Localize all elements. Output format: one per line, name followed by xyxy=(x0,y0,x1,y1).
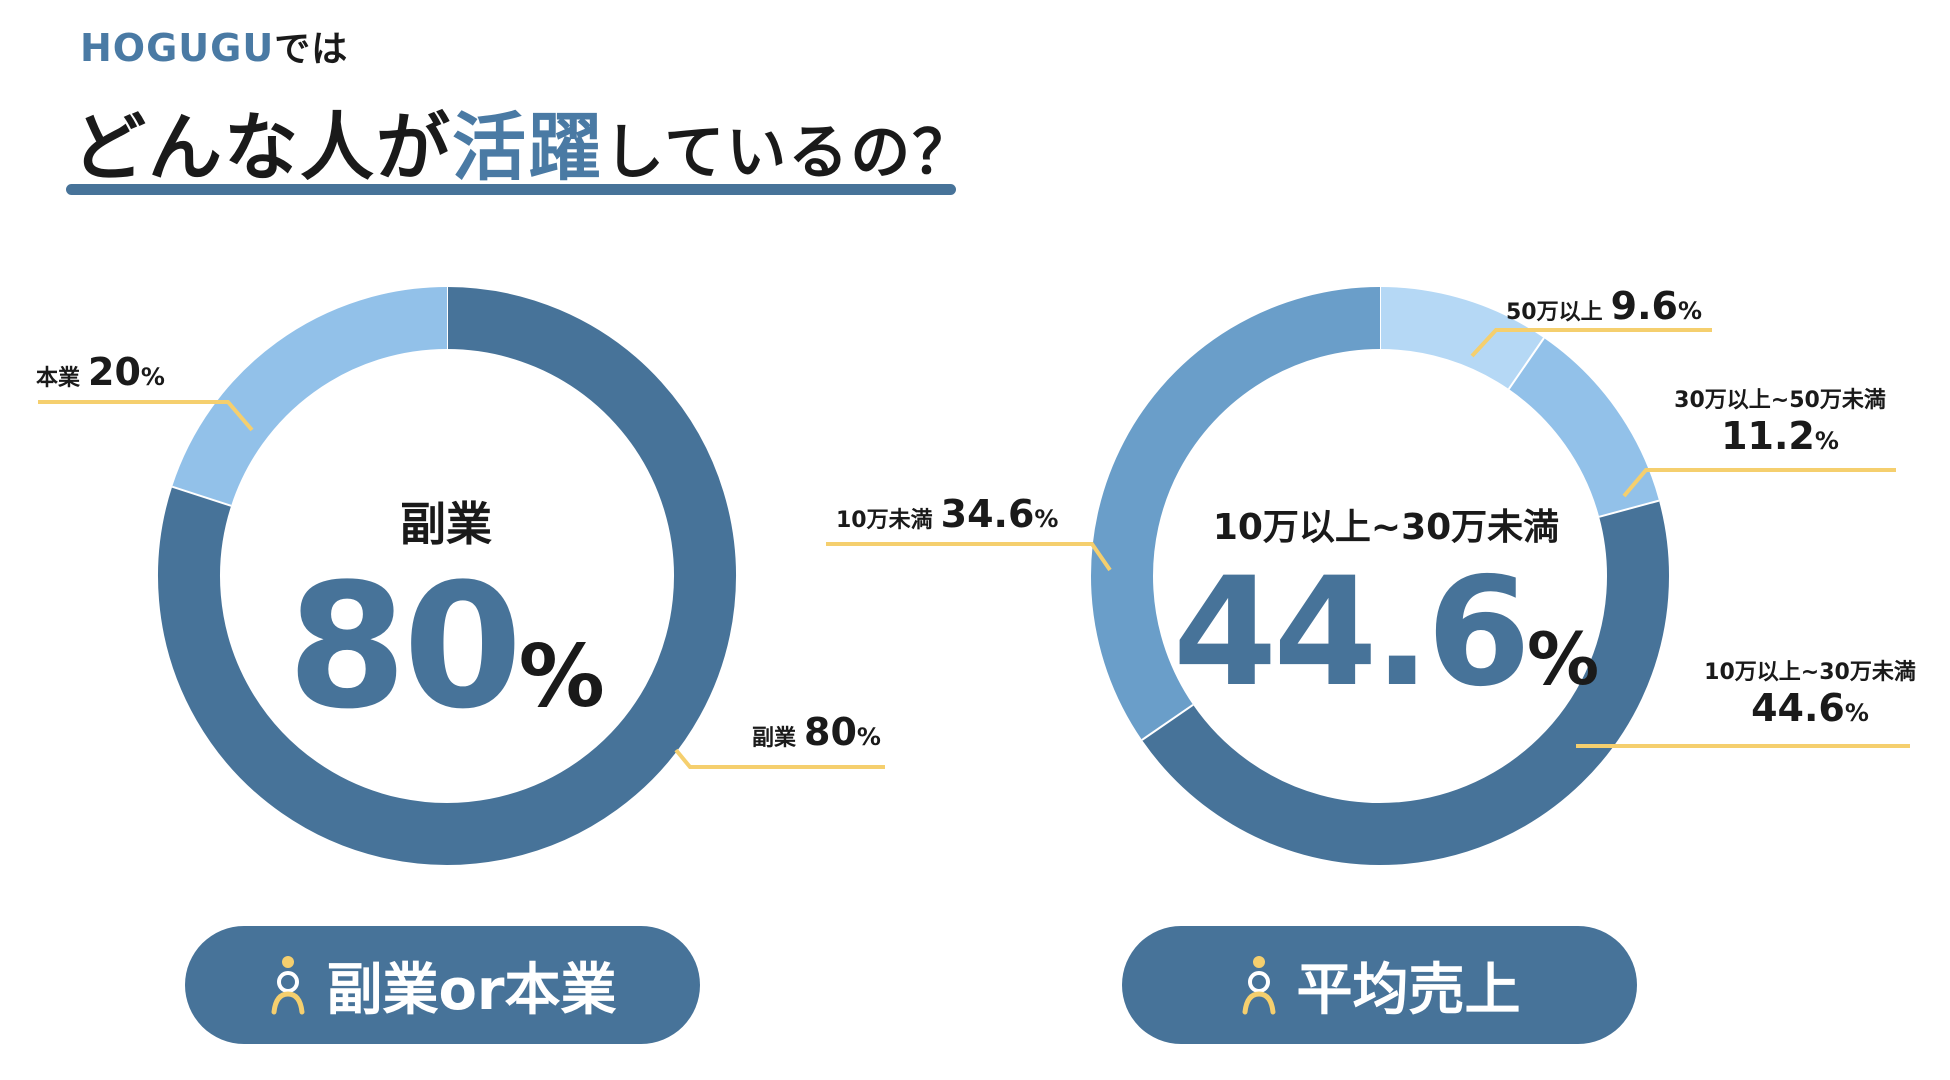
callout-value: 44.6 xyxy=(1751,686,1845,730)
leader-line xyxy=(674,748,885,769)
donut-center-side-job: 副業 80% xyxy=(246,488,646,747)
callout-name: 50万以上 xyxy=(1506,300,1603,325)
center-label: 10万以上~30万未満 xyxy=(1212,507,1560,548)
pill-label: 平均売上 xyxy=(1296,957,1521,1023)
center-unit: % xyxy=(518,627,605,727)
callout-unit: % xyxy=(140,363,165,391)
callout-honngyou: 本業 20% xyxy=(36,350,165,394)
leader-line xyxy=(826,542,1112,572)
callout-name: 30万以上~50万未満 xyxy=(1674,388,1886,413)
callout-value: 11.2 xyxy=(1721,414,1815,458)
donut-slice xyxy=(1091,287,1381,740)
chart-title-pill-side-job: 副業or本業 xyxy=(185,926,700,1044)
slice-separator xyxy=(1507,337,1545,390)
pill-label: 副業or本業 xyxy=(326,957,617,1023)
brand-name: HOGUGU xyxy=(80,26,275,70)
title-part2: しているの？ xyxy=(604,118,975,188)
slice-separator xyxy=(1141,703,1194,741)
person-icon xyxy=(271,956,305,1015)
donut-chart-average-sales xyxy=(826,287,1910,866)
callout-10man-miman: 10万未満 34.6% xyxy=(836,492,1058,536)
callout-50man-ijou: 50万以上 9.6% xyxy=(1506,284,1702,328)
leader-line xyxy=(1622,468,1896,498)
slice-separator xyxy=(171,485,232,507)
center-value: 44.6 xyxy=(1172,546,1531,720)
callout-30-50man: 30万以上~50万未満 11.2% xyxy=(1660,382,1900,458)
callout-10-30man: 10万以上~30万未満 44.6% xyxy=(1690,654,1930,730)
title-highlight: 活躍 xyxy=(452,105,604,191)
chart-title-pill-average-sales: 平均売上 xyxy=(1122,926,1637,1044)
center-value: 80 xyxy=(287,546,522,747)
person-icon xyxy=(1242,956,1275,1015)
brand-line: HOGUGUでは xyxy=(80,20,348,72)
donut-slice xyxy=(172,287,448,507)
callout-value: 80 xyxy=(804,710,857,754)
donut-center-average-sales: 10万以上~30万未満 44.6% xyxy=(1146,498,1626,720)
callout-name: 10万以上~30万未満 xyxy=(1704,660,1916,685)
callout-unit: % xyxy=(1677,297,1702,325)
callout-value: 34.6 xyxy=(940,492,1035,536)
callout-unit: % xyxy=(856,723,881,751)
donut-slice xyxy=(1142,500,1669,866)
callout-name: 副業 xyxy=(752,726,797,751)
callout-name: 本業 xyxy=(36,366,81,391)
donut-slice xyxy=(158,287,736,865)
callout-unit: % xyxy=(1844,699,1869,727)
title-part1: どんな人が xyxy=(72,105,452,191)
brand-suffix: では xyxy=(274,29,349,70)
callout-value: 9.6 xyxy=(1610,284,1678,328)
callout-fukugyou: 副業 80% xyxy=(752,710,881,754)
title-underline xyxy=(66,184,956,195)
leader-line xyxy=(1470,328,1712,358)
page-title: どんな人が活躍しているの？ xyxy=(72,88,974,195)
slice-separator xyxy=(1598,499,1660,518)
center-label: 副業 xyxy=(400,497,492,551)
callout-name: 10万未満 xyxy=(836,508,933,533)
donut-slice xyxy=(1379,287,1544,390)
donut-chart-side-job xyxy=(38,287,885,865)
callout-unit: % xyxy=(1814,427,1839,455)
center-unit: % xyxy=(1526,617,1600,701)
callout-value: 20 xyxy=(88,350,141,394)
leader-line xyxy=(38,400,254,432)
callout-unit: % xyxy=(1034,505,1059,533)
donut-slice xyxy=(1508,338,1659,518)
